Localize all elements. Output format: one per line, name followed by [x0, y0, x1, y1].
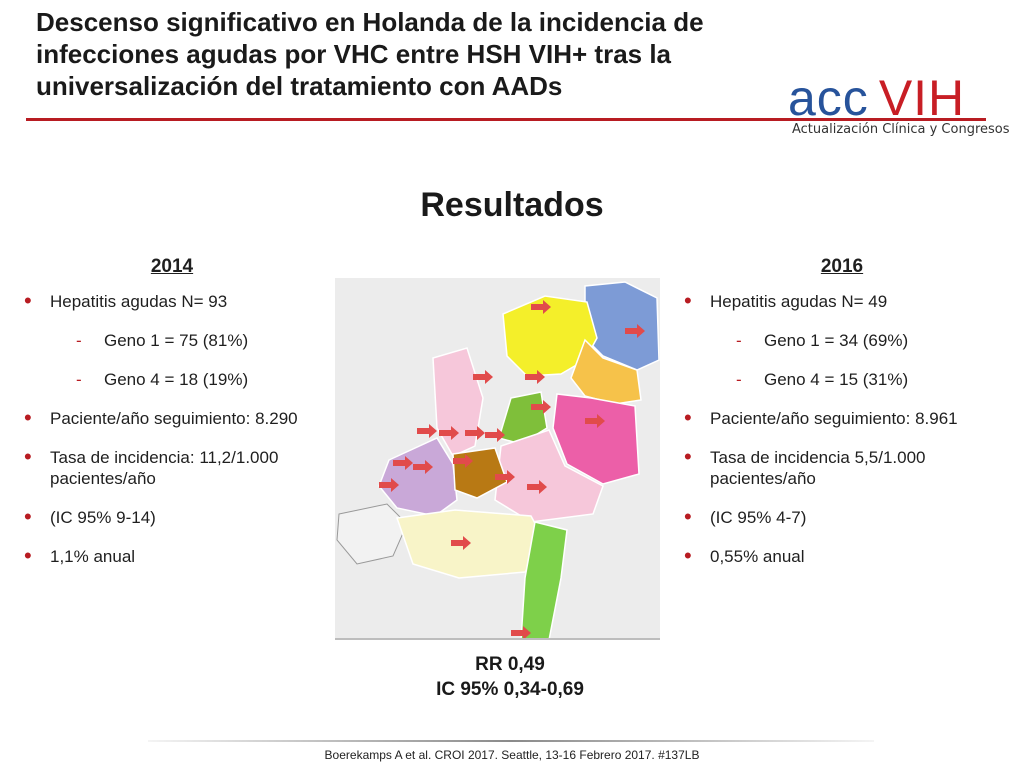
province-noord-holland: [432, 347, 484, 457]
logo-subtitle: Actualización Clínica y Congresos: [792, 122, 1010, 137]
relative-risk-value: RR 0,49: [475, 654, 545, 675]
year-2016-heading: 2016: [820, 256, 864, 277]
results-2014-list: Hepatitis agudas N= 93 Geno 1 = 75 (81%)…: [22, 290, 322, 567]
arrow-marker: [531, 300, 551, 314]
arrow-marker: [379, 478, 399, 492]
arrow-marker: [527, 480, 547, 494]
arrow-marker: [585, 414, 605, 428]
logo-acc-text: acc: [788, 70, 869, 126]
list-item: 1,1% anual: [22, 545, 322, 567]
list-item: Hepatitis agudas N= 49: [682, 290, 1012, 312]
arrow-marker: [413, 460, 433, 474]
section-title: Resultados: [420, 186, 604, 224]
arrow-marker: [453, 454, 473, 468]
arrow-marker: [473, 370, 493, 384]
province-zuid-holland: [378, 437, 458, 517]
province-drenthe: [570, 338, 642, 405]
list-item: Tasa de incidencia: 11,2/1.000 pacientes…: [22, 446, 322, 489]
results-2016-column: 2016 Hepatitis agudas N= 49 Geno 1 = 34 …: [682, 256, 1012, 585]
list-item: Paciente/año seguimiento: 8.961: [682, 407, 1012, 429]
list-item: Geno 4 = 15 (31%): [682, 369, 1012, 390]
arrow-marker: [625, 324, 645, 338]
arrow-marker: [485, 428, 505, 442]
list-item: (IC 95% 9-14): [22, 506, 322, 528]
acc-vih-logo: acc VIH Actualización Clínica y Congresos: [788, 70, 1010, 144]
list-item: Hepatitis agudas N= 93: [22, 290, 322, 312]
arrow-marker: [465, 426, 485, 440]
logo-vih-text: VIH: [878, 70, 966, 126]
results-2016-list: Hepatitis agudas N= 49 Geno 1 = 34 (69%)…: [682, 290, 1012, 567]
list-item: 0,55% anual: [682, 545, 1012, 567]
list-item: Paciente/año seguimiento: 8.290: [22, 407, 322, 429]
list-item: Geno 4 = 18 (19%): [22, 369, 322, 390]
footer-divider: [148, 740, 874, 742]
relative-risk-result: RR 0,49 IC 95% 0,34-0,69: [380, 652, 640, 702]
list-item: Tasa de incidencia 5,5/1.000 pacientes/a…: [682, 446, 1012, 489]
arrow-marker: [495, 470, 515, 484]
results-2014-column: 2014 Hepatitis agudas N= 93 Geno 1 = 75 …: [22, 256, 322, 585]
logo-wordmark: acc VIH: [788, 70, 965, 126]
province-zeeland: [336, 503, 408, 565]
arrow-marker: [525, 370, 545, 384]
year-2014-heading: 2014: [150, 256, 194, 277]
list-item: (IC 95% 4-7): [682, 506, 1012, 528]
list-item: Geno 1 = 75 (81%): [22, 330, 322, 351]
arrow-marker: [393, 456, 413, 470]
arrow-marker: [531, 400, 551, 414]
footer-citation: Boerekamps A et al. CROI 2017. Seattle, …: [324, 748, 700, 762]
arrow-marker: [451, 536, 471, 550]
slide-title: Descenso significativo en Holanda de la …: [36, 7, 704, 101]
confidence-interval: IC 95% 0,34-0,69: [436, 679, 584, 700]
province-limburg: [520, 521, 568, 640]
arrow-marker: [511, 626, 531, 640]
province-gelderland: [494, 429, 604, 523]
arrow-marker: [417, 424, 437, 438]
netherlands-provinces-map-icon: [335, 278, 660, 640]
list-item: Geno 1 = 34 (69%): [682, 330, 1012, 351]
title-divider: [26, 118, 986, 121]
arrow-marker: [439, 426, 459, 440]
province-overijssel: [552, 393, 640, 485]
